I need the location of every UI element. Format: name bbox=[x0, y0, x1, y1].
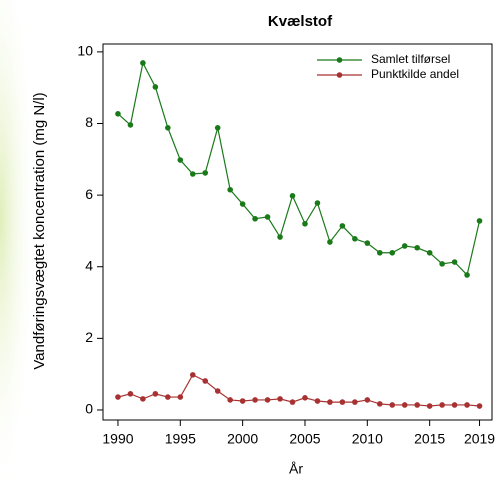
data-point bbox=[140, 396, 146, 402]
data-point bbox=[302, 220, 308, 227]
data-point bbox=[177, 157, 184, 163]
data-point bbox=[252, 397, 258, 403]
data-point bbox=[239, 398, 246, 404]
data-point bbox=[127, 391, 134, 397]
data-point bbox=[414, 402, 420, 408]
legend-label: Punktkilde andel bbox=[371, 67, 459, 81]
data-point bbox=[165, 394, 171, 400]
y-tick-label: 2 bbox=[85, 329, 93, 345]
legend-marker bbox=[336, 72, 343, 78]
data-point bbox=[177, 394, 184, 400]
data-point bbox=[302, 394, 308, 401]
data-point bbox=[252, 215, 258, 222]
data-point bbox=[189, 372, 196, 378]
x-tick-label: 2015 bbox=[414, 431, 445, 447]
series-line bbox=[117, 374, 480, 407]
data-point bbox=[376, 401, 383, 407]
data-point bbox=[115, 394, 121, 400]
data-point bbox=[352, 236, 358, 242]
x-tick-label: 2000 bbox=[227, 431, 258, 447]
data-point bbox=[115, 111, 121, 117]
data-point bbox=[202, 170, 209, 176]
x-tick-label: 2010 bbox=[352, 431, 383, 447]
data-point bbox=[339, 223, 346, 229]
data-point bbox=[227, 186, 233, 193]
data-point bbox=[451, 259, 458, 265]
data-point bbox=[127, 122, 134, 128]
x-tick-label: 1990 bbox=[102, 431, 133, 447]
x-axis-label: År bbox=[289, 461, 303, 477]
data-point bbox=[327, 399, 333, 405]
data-point bbox=[464, 402, 470, 408]
data-point bbox=[289, 399, 296, 405]
data-point bbox=[426, 249, 433, 256]
data-point bbox=[239, 201, 246, 207]
y-tick-label: 10 bbox=[77, 43, 93, 59]
chart-title: Kvælstof bbox=[268, 13, 333, 30]
data-point bbox=[352, 399, 358, 405]
data-point bbox=[264, 397, 271, 403]
plot-frame bbox=[102, 43, 493, 421]
data-point bbox=[189, 171, 196, 177]
y-axis-label: Vandføringsvægtet koncentration (mg N/l) bbox=[31, 92, 48, 369]
data-point bbox=[214, 124, 221, 131]
y-tick-label: 0 bbox=[85, 401, 93, 417]
data-point bbox=[152, 391, 159, 397]
data-point bbox=[401, 402, 408, 408]
data-point bbox=[227, 397, 233, 403]
data-point bbox=[476, 218, 483, 224]
data-point bbox=[202, 378, 209, 384]
x-tick-label: 1995 bbox=[165, 431, 196, 447]
data-point bbox=[414, 244, 420, 251]
data-point bbox=[165, 124, 171, 131]
background-decoration bbox=[0, 0, 60, 485]
data-point bbox=[214, 388, 221, 394]
series-line bbox=[117, 61, 481, 277]
data-point bbox=[289, 193, 296, 199]
data-point bbox=[426, 403, 433, 409]
y-tick-label: 6 bbox=[85, 186, 93, 202]
y-tick-label: 8 bbox=[85, 114, 93, 130]
data-point bbox=[327, 239, 333, 245]
data-point bbox=[439, 261, 445, 267]
x-tick-label: 2019 bbox=[464, 431, 495, 447]
data-point bbox=[451, 402, 458, 408]
data-point bbox=[476, 403, 483, 409]
data-point bbox=[389, 249, 396, 256]
data-point bbox=[277, 396, 283, 402]
y-tick-label: 4 bbox=[85, 257, 93, 273]
data-point bbox=[264, 214, 271, 220]
data-point bbox=[389, 402, 396, 408]
data-point bbox=[339, 399, 346, 405]
legend-marker bbox=[336, 57, 343, 63]
data-point bbox=[439, 402, 445, 408]
data-point bbox=[140, 60, 146, 66]
data-point bbox=[364, 397, 371, 403]
data-point bbox=[364, 240, 371, 246]
data-point bbox=[464, 272, 470, 278]
legend-label: Samlet tilførsel bbox=[371, 52, 450, 66]
x-tick-label: 2005 bbox=[289, 431, 320, 447]
data-point bbox=[314, 398, 321, 404]
data-point bbox=[376, 249, 383, 256]
data-point bbox=[401, 243, 408, 249]
data-point bbox=[277, 234, 283, 240]
data-point bbox=[314, 200, 321, 206]
data-point bbox=[152, 84, 159, 90]
